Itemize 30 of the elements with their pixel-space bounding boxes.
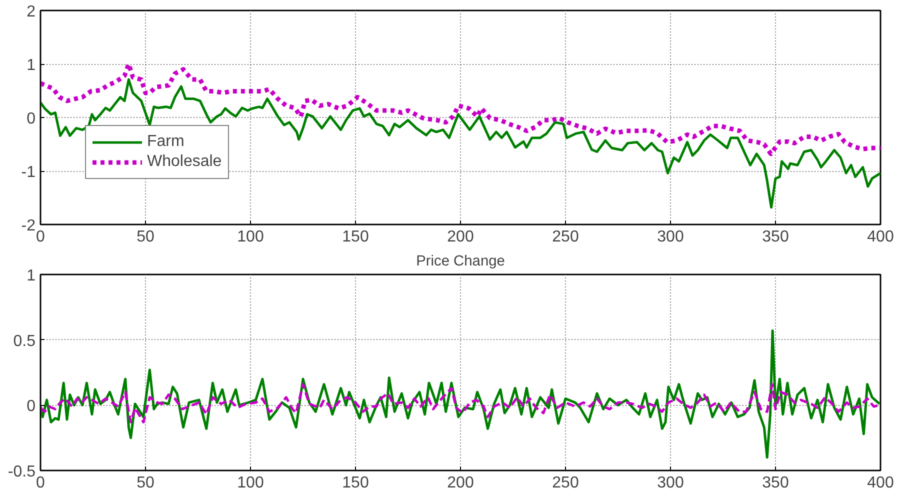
x-tick-label: 150 <box>342 228 369 246</box>
x-tick-label: 350 <box>762 228 789 246</box>
x-tick-label: 200 <box>447 474 474 492</box>
y-tick-label: 1 <box>26 268 36 284</box>
y-tick-label: 2 <box>26 4 36 20</box>
y-tick-label: -2 <box>21 218 36 234</box>
x-tick-label: 150 <box>342 474 369 492</box>
legend-label: Farm <box>147 133 184 151</box>
x-tick-label: 250 <box>552 228 579 246</box>
x-tick-label: 200 <box>447 228 474 246</box>
y-tick-label: 0.5 <box>13 332 36 350</box>
x-tick-label: 300 <box>657 228 684 246</box>
x-tick-label: 100 <box>237 474 264 492</box>
x-tick-label: 250 <box>552 474 579 492</box>
legend-label: Wholesale <box>147 153 222 171</box>
line-series <box>40 383 880 424</box>
y-tick-label: -1 <box>21 164 36 181</box>
x-tick-label: 50 <box>136 474 154 492</box>
x-tick-label: 400 <box>867 474 894 492</box>
x-tick-label: 50 <box>136 228 154 246</box>
y-tick-label: -0.5 <box>8 464 36 480</box>
x-tick-label: 350 <box>762 474 789 492</box>
x-tick-label: 300 <box>657 474 684 492</box>
chart-title: Price Change <box>416 254 505 270</box>
y-tick-label: 0 <box>26 110 36 128</box>
x-tick-label: 100 <box>237 228 264 246</box>
y-tick-label: 0 <box>26 398 36 416</box>
x-tick-label: 400 <box>867 228 894 246</box>
y-tick-label: 1 <box>26 57 36 74</box>
line-series <box>40 78 880 209</box>
